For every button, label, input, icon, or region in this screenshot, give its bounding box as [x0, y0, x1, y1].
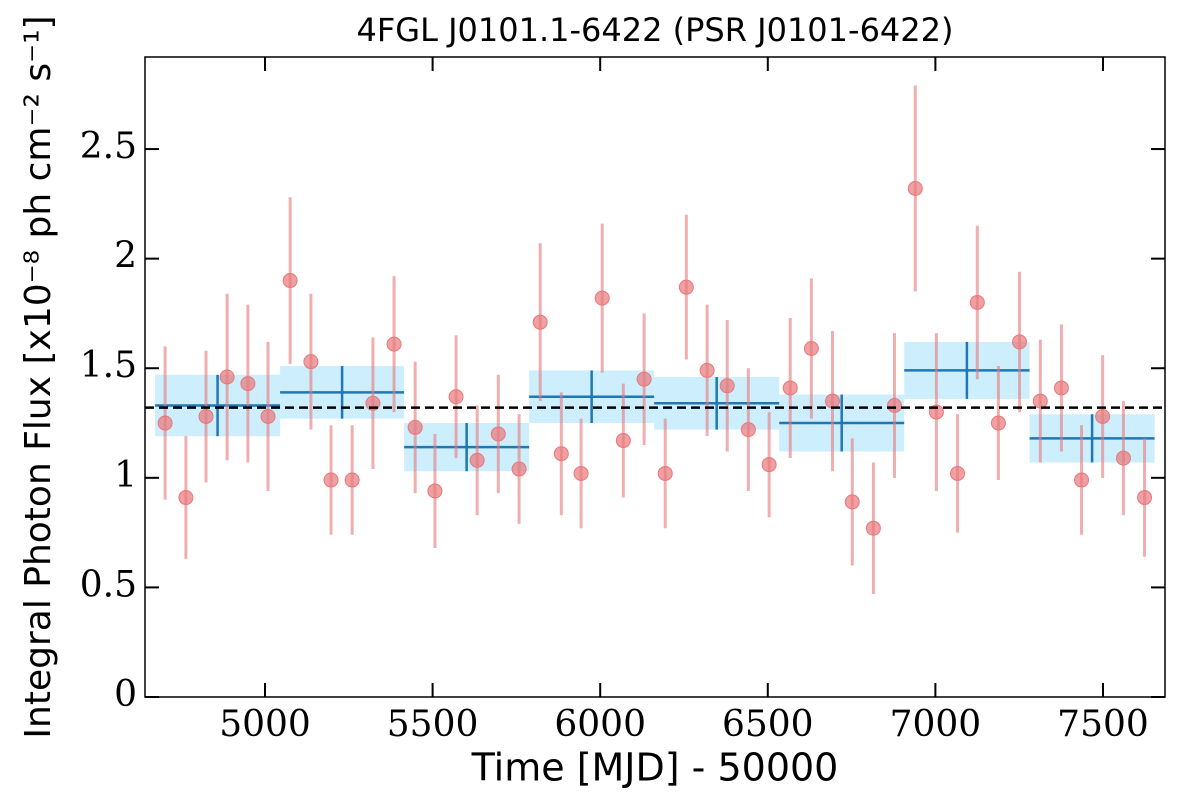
y-tick-label: 1: [114, 455, 137, 496]
x-axis-label: Time [MJD] - 50000: [471, 746, 839, 790]
y-tick-label: 2: [114, 236, 137, 277]
y-tick-label: 1.5: [80, 345, 137, 386]
x-tick-label: 6500: [722, 704, 814, 745]
y-axis-label: Integral Photon Flux [x10⁻⁸ ph cm⁻² s⁻¹]: [18, 15, 59, 738]
data-point: [573, 465, 589, 481]
data-point: [344, 472, 360, 488]
data-point: [1115, 450, 1131, 466]
data-point: [178, 490, 194, 506]
data-point: [1137, 490, 1153, 506]
data-point: [636, 371, 652, 387]
chart-title: 4FGL J0101.1-6422 (PSR J0101-6422): [357, 11, 954, 49]
data-point: [824, 393, 840, 409]
data-point: [1095, 408, 1111, 424]
data-point: [803, 341, 819, 357]
x-tick-label: 6000: [554, 704, 646, 745]
data-point: [532, 314, 548, 330]
y-tick-label: 0: [114, 674, 137, 715]
data-point: [490, 426, 506, 442]
data-point: [782, 380, 798, 396]
data-point: [594, 290, 610, 306]
data-point: [282, 273, 298, 289]
x-tick-label: 7500: [1057, 704, 1149, 745]
data-point: [1012, 334, 1028, 350]
x-tick-label: 5000: [219, 704, 311, 745]
data-point: [1074, 472, 1090, 488]
data-point: [740, 422, 756, 438]
data-point: [615, 433, 631, 449]
data-point: [219, 369, 235, 385]
data-point: [240, 376, 256, 392]
y-tick-label: 0.5: [80, 564, 137, 605]
x-tick-label: 7000: [890, 704, 982, 745]
x-tick-label: 5500: [387, 704, 479, 745]
data-point: [511, 461, 527, 477]
data-point: [303, 354, 319, 370]
data-point: [469, 452, 485, 468]
data-point: [907, 181, 923, 197]
data-point: [1032, 393, 1048, 409]
data-point: [407, 419, 423, 435]
data-point: [950, 465, 966, 481]
data-point: [657, 465, 673, 481]
data-point: [553, 446, 569, 462]
data-point: [699, 362, 715, 378]
data-point: [761, 457, 777, 473]
plot-frame: [144, 56, 1166, 698]
y-tick-label: 2.5: [80, 126, 137, 167]
data-point: [969, 294, 985, 310]
data-point: [448, 389, 464, 405]
data-point: [886, 397, 902, 413]
data-point: [678, 279, 694, 295]
data-point: [844, 494, 860, 510]
data-point: [427, 483, 443, 499]
data-point: [719, 378, 735, 394]
data-point: [865, 520, 881, 536]
data-point: [990, 415, 1006, 431]
data-point: [1053, 380, 1069, 396]
data-point: [157, 415, 173, 431]
data-point: [260, 408, 276, 424]
data-point: [323, 472, 339, 488]
data-point: [386, 336, 402, 352]
data-point: [198, 408, 214, 424]
